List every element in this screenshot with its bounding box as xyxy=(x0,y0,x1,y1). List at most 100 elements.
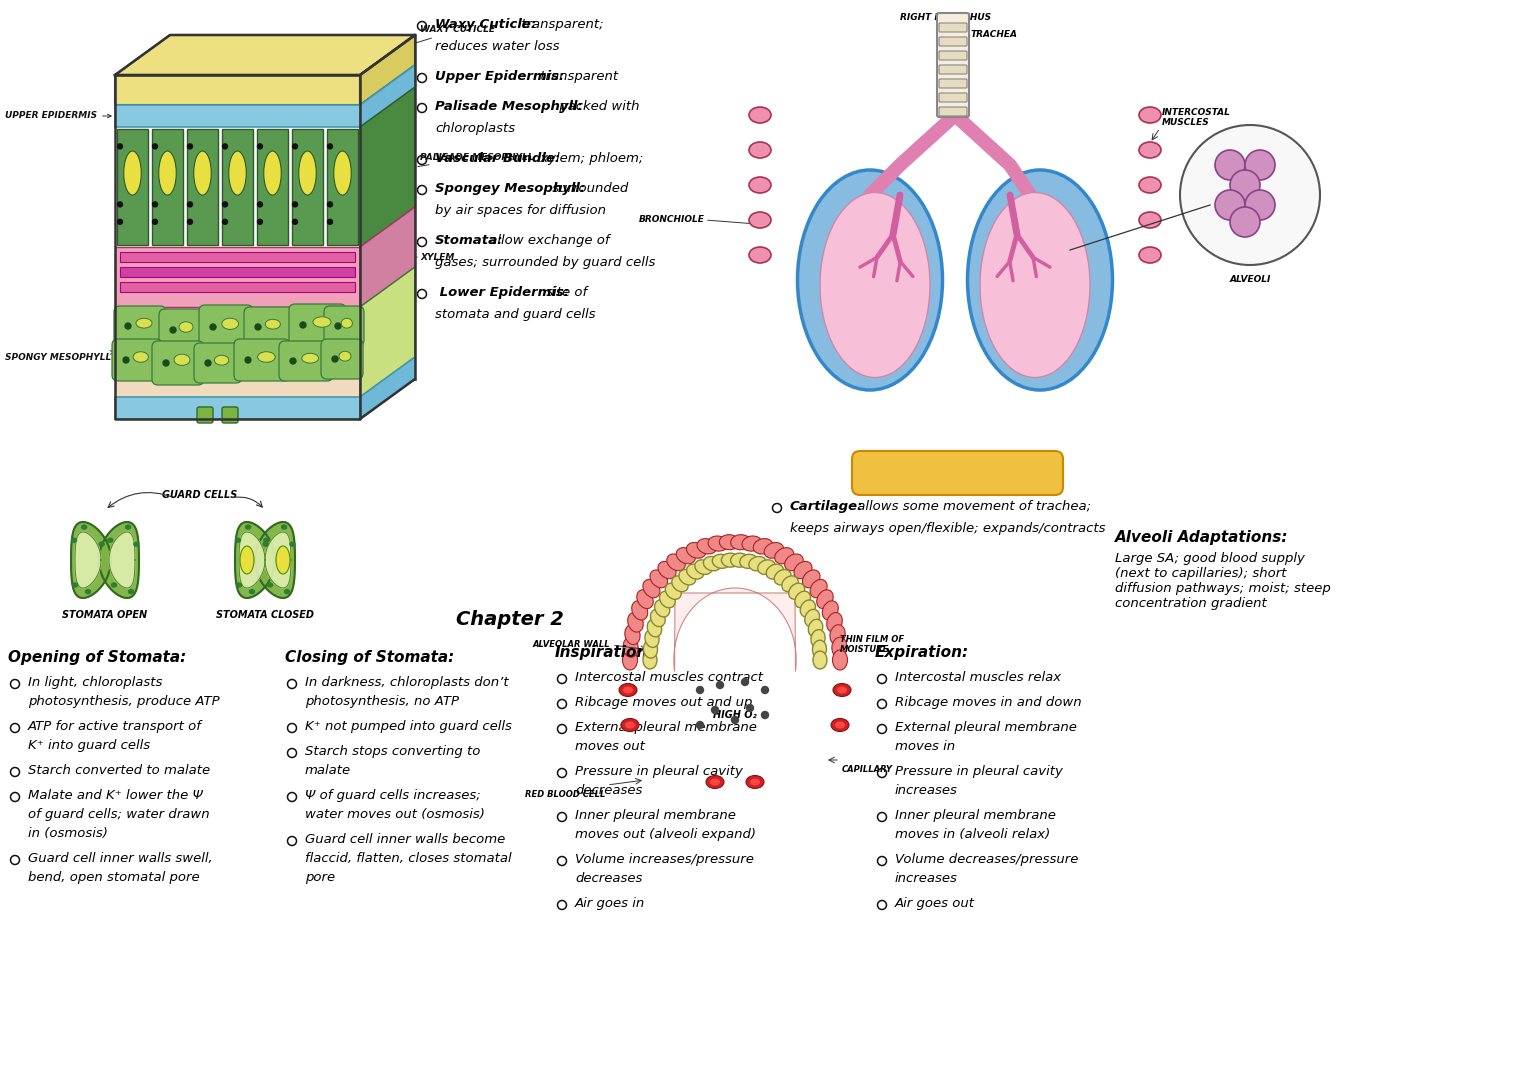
Circle shape xyxy=(293,219,298,225)
Circle shape xyxy=(293,202,298,207)
Text: Chapter 2: Chapter 2 xyxy=(457,610,563,629)
Ellipse shape xyxy=(753,539,773,554)
Ellipse shape xyxy=(811,630,825,647)
Ellipse shape xyxy=(99,542,104,546)
Ellipse shape xyxy=(229,151,246,195)
Ellipse shape xyxy=(676,548,695,564)
Text: ALVEOLAR WALL: ALVEOLAR WALL xyxy=(533,640,609,649)
Ellipse shape xyxy=(1139,141,1161,158)
Ellipse shape xyxy=(159,151,176,195)
Polygon shape xyxy=(115,105,360,127)
Ellipse shape xyxy=(823,600,838,620)
Ellipse shape xyxy=(658,562,676,579)
Text: gases; surrounded by guard cells: gases; surrounded by guard cells xyxy=(435,256,655,269)
FancyBboxPatch shape xyxy=(939,37,967,46)
Ellipse shape xyxy=(655,599,670,617)
Ellipse shape xyxy=(240,546,253,573)
Text: Stomata:: Stomata: xyxy=(435,234,504,247)
Ellipse shape xyxy=(709,536,728,551)
FancyBboxPatch shape xyxy=(153,341,205,384)
Circle shape xyxy=(255,324,261,330)
Ellipse shape xyxy=(643,651,657,669)
Circle shape xyxy=(762,712,768,718)
Ellipse shape xyxy=(832,637,847,658)
Circle shape xyxy=(293,144,298,149)
Text: SPONGY MESOPHYLL: SPONGY MESOPHYLL xyxy=(5,351,115,362)
FancyBboxPatch shape xyxy=(234,339,290,381)
Ellipse shape xyxy=(299,151,316,195)
FancyBboxPatch shape xyxy=(939,79,967,87)
Ellipse shape xyxy=(334,151,351,195)
Text: STOMATA CLOSED: STOMATA CLOSED xyxy=(215,610,315,620)
Text: Inspiration:: Inspiration: xyxy=(554,645,655,660)
Circle shape xyxy=(1231,207,1260,237)
Ellipse shape xyxy=(747,775,764,788)
Text: water moves out (osmosis): water moves out (osmosis) xyxy=(305,808,486,821)
Text: Lower Epidermis:: Lower Epidermis: xyxy=(435,286,570,299)
Ellipse shape xyxy=(73,583,78,586)
FancyBboxPatch shape xyxy=(939,23,967,32)
Ellipse shape xyxy=(1139,212,1161,228)
Ellipse shape xyxy=(797,170,942,390)
Ellipse shape xyxy=(637,590,654,608)
Ellipse shape xyxy=(625,721,635,729)
Ellipse shape xyxy=(644,630,660,647)
Ellipse shape xyxy=(785,554,803,570)
Ellipse shape xyxy=(266,320,281,329)
Ellipse shape xyxy=(264,151,281,195)
Circle shape xyxy=(1215,190,1245,220)
Circle shape xyxy=(153,219,157,225)
Text: Ribcage moves in and down: Ribcage moves in and down xyxy=(895,696,1081,708)
Text: moves out (alveoli expand): moves out (alveoli expand) xyxy=(576,828,756,841)
FancyBboxPatch shape xyxy=(939,107,967,116)
Ellipse shape xyxy=(249,590,255,594)
Circle shape xyxy=(124,357,128,363)
Text: Volume increases/pressure: Volume increases/pressure xyxy=(576,853,754,866)
Ellipse shape xyxy=(750,141,771,158)
Ellipse shape xyxy=(712,554,730,568)
Ellipse shape xyxy=(660,591,675,608)
Ellipse shape xyxy=(214,355,229,365)
Polygon shape xyxy=(121,252,354,262)
Text: Waxy Cuticle:: Waxy Cuticle: xyxy=(435,18,536,31)
Polygon shape xyxy=(360,87,415,247)
Circle shape xyxy=(188,144,192,149)
Polygon shape xyxy=(327,129,357,245)
Ellipse shape xyxy=(623,687,634,693)
Ellipse shape xyxy=(86,590,90,594)
Ellipse shape xyxy=(831,718,849,731)
Circle shape xyxy=(118,202,122,207)
Ellipse shape xyxy=(803,570,820,588)
Polygon shape xyxy=(292,129,324,245)
Ellipse shape xyxy=(134,542,139,546)
Ellipse shape xyxy=(687,564,704,579)
Text: by air spaces for diffusion: by air spaces for diffusion xyxy=(435,204,606,217)
Ellipse shape xyxy=(739,554,757,568)
Ellipse shape xyxy=(276,546,290,573)
Polygon shape xyxy=(360,35,415,105)
Circle shape xyxy=(1231,170,1260,200)
Ellipse shape xyxy=(246,525,250,529)
Text: decreases: decreases xyxy=(576,872,643,885)
Ellipse shape xyxy=(1139,247,1161,264)
Ellipse shape xyxy=(805,609,820,626)
Text: UPPER EPIDERMIS: UPPER EPIDERMIS xyxy=(5,111,111,121)
Ellipse shape xyxy=(721,553,739,567)
Ellipse shape xyxy=(832,650,847,670)
Polygon shape xyxy=(240,532,266,588)
Ellipse shape xyxy=(136,319,153,328)
FancyBboxPatch shape xyxy=(939,65,967,75)
Text: WAXY CUTICLE: WAXY CUTICLE xyxy=(395,26,495,50)
Circle shape xyxy=(1180,125,1319,265)
Circle shape xyxy=(244,357,250,363)
Text: Pressure in pleural cavity: Pressure in pleural cavity xyxy=(895,765,1063,778)
Circle shape xyxy=(327,219,333,225)
Text: stomata and guard cells: stomata and guard cells xyxy=(435,308,596,321)
Ellipse shape xyxy=(618,684,637,697)
Text: moves in: moves in xyxy=(895,740,954,753)
Ellipse shape xyxy=(750,107,771,123)
Ellipse shape xyxy=(812,640,826,658)
Ellipse shape xyxy=(812,651,828,669)
Polygon shape xyxy=(118,129,148,245)
Polygon shape xyxy=(673,588,796,672)
